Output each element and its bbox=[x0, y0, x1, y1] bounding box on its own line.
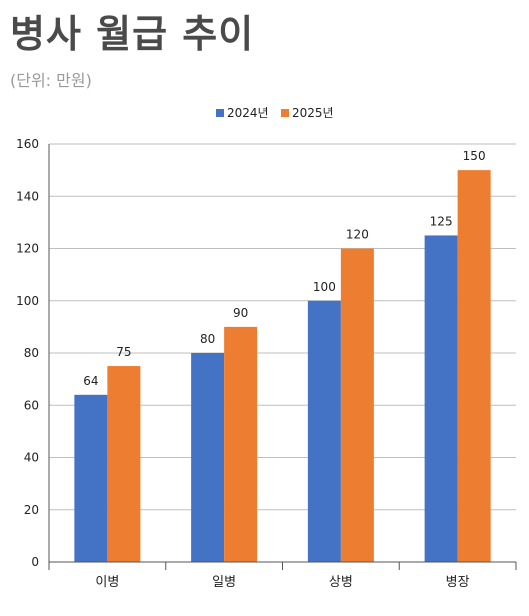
y-tick-label: 40 bbox=[24, 451, 39, 465]
bar-2024년 bbox=[307, 300, 341, 562]
legend: 2024년 2025년 bbox=[216, 106, 334, 120]
x-category-label: 상병 bbox=[329, 575, 353, 590]
y-tick-label: 60 bbox=[24, 398, 39, 412]
x-category-label: 일병 bbox=[212, 575, 236, 590]
y-tick-label: 80 bbox=[24, 346, 39, 360]
bar-2024년 bbox=[424, 235, 458, 562]
bar-2025년 bbox=[340, 248, 374, 562]
legend-swatch bbox=[216, 109, 224, 117]
y-tick-label: 0 bbox=[31, 555, 39, 569]
bar-2024년 bbox=[74, 394, 108, 562]
y-tick-label: 20 bbox=[24, 503, 39, 517]
bar-2024년 bbox=[191, 353, 225, 562]
y-tick-label: 120 bbox=[16, 242, 39, 256]
data-label: 90 bbox=[233, 306, 248, 320]
legend-swatch bbox=[281, 109, 289, 117]
bar-2025년 bbox=[457, 170, 491, 562]
chart-title: 병사 월급 추이 bbox=[10, 12, 255, 56]
y-tick-label: 140 bbox=[16, 189, 39, 203]
y-tick-label: 100 bbox=[16, 294, 39, 308]
legend-label: 2025년 bbox=[292, 106, 334, 120]
legend-label: 2024년 bbox=[227, 106, 269, 120]
bars bbox=[74, 170, 491, 562]
y-tick-label: 160 bbox=[16, 137, 39, 151]
data-label: 150 bbox=[463, 149, 486, 163]
data-label: 100 bbox=[313, 280, 336, 294]
data-labels: 64 75 80 90 100 120 125 150 bbox=[83, 149, 485, 388]
data-label: 80 bbox=[200, 332, 215, 346]
data-label: 64 bbox=[83, 374, 98, 388]
data-label: 120 bbox=[346, 228, 369, 242]
bar-2025년 bbox=[224, 326, 258, 562]
bar-2025년 bbox=[107, 366, 141, 562]
axes: 0 20 40 60 80 100 120 140 160 이병 일병 상병 병장 bbox=[16, 137, 517, 590]
chart-subtitle: (단위: 만원) bbox=[10, 71, 92, 90]
data-label: 125 bbox=[430, 214, 453, 228]
x-category-label: 이병 bbox=[95, 575, 119, 590]
x-category-label: 병장 bbox=[446, 575, 470, 590]
data-label: 75 bbox=[116, 345, 131, 359]
